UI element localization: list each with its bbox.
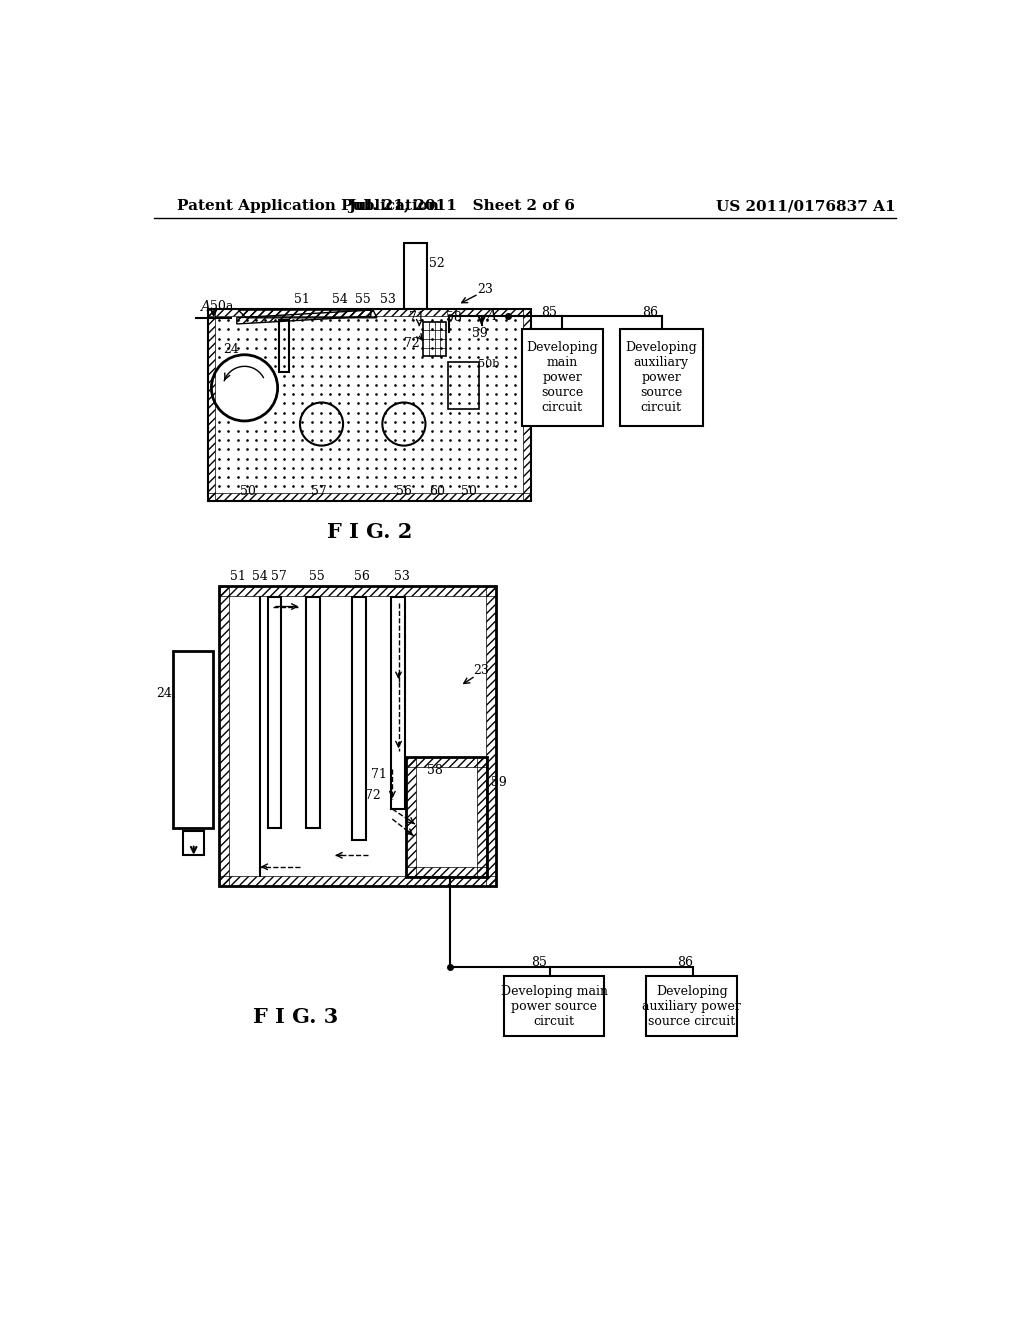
- Text: Developing
main
power
source
circuit: Developing main power source circuit: [526, 341, 598, 414]
- Bar: [521, 330, 602, 425]
- Text: A: A: [486, 309, 496, 323]
- Text: Developing main
power source
circuit: Developing main power source circuit: [501, 985, 607, 1028]
- Bar: [407, 867, 487, 876]
- Text: 24: 24: [223, 343, 239, 356]
- Text: 52: 52: [429, 257, 444, 271]
- Text: F I G. 3: F I G. 3: [254, 1007, 339, 1027]
- Text: 71: 71: [409, 312, 425, 325]
- Bar: [208, 309, 531, 502]
- Bar: [173, 651, 213, 829]
- Bar: [280, 321, 289, 372]
- Text: 58: 58: [427, 764, 442, 777]
- Text: 56: 56: [396, 484, 412, 498]
- Text: 86: 86: [642, 306, 658, 319]
- Text: F I G. 2: F I G. 2: [327, 521, 412, 541]
- Text: 50: 50: [462, 484, 477, 498]
- Text: 53: 53: [393, 570, 410, 583]
- Bar: [403, 243, 427, 309]
- Text: 55: 55: [309, 570, 325, 583]
- Text: Patent Application Publication: Patent Application Publication: [177, 199, 438, 213]
- Text: 51: 51: [294, 293, 309, 306]
- Text: 57: 57: [270, 570, 287, 583]
- Text: 51: 51: [230, 570, 247, 583]
- Text: 23: 23: [477, 282, 493, 296]
- Bar: [208, 309, 531, 317]
- Text: 72: 72: [403, 337, 420, 350]
- Text: 50: 50: [240, 484, 256, 498]
- Bar: [486, 586, 497, 886]
- Text: 58: 58: [446, 312, 462, 325]
- Bar: [219, 586, 497, 886]
- Bar: [620, 330, 702, 425]
- Text: 59: 59: [490, 776, 507, 788]
- Text: 54: 54: [252, 570, 268, 583]
- Bar: [306, 597, 319, 829]
- Bar: [407, 758, 487, 767]
- Bar: [219, 586, 229, 886]
- Bar: [208, 494, 531, 502]
- Text: Jul. 21, 2011   Sheet 2 of 6: Jul. 21, 2011 Sheet 2 of 6: [348, 199, 575, 213]
- Bar: [208, 309, 215, 502]
- Text: 50b: 50b: [478, 359, 500, 370]
- Bar: [504, 977, 604, 1036]
- Text: US 2011/0176837 A1: US 2011/0176837 A1: [716, 199, 895, 213]
- Bar: [267, 597, 282, 829]
- Text: Developing
auxiliary power
source circuit: Developing auxiliary power source circui…: [642, 985, 741, 1028]
- Text: 54: 54: [332, 293, 348, 306]
- Bar: [219, 586, 497, 595]
- Text: 85: 85: [541, 306, 557, 319]
- Text: 60: 60: [429, 484, 445, 498]
- Text: 85: 85: [530, 956, 547, 969]
- Bar: [646, 977, 737, 1036]
- Text: 56: 56: [353, 570, 370, 583]
- Text: 71: 71: [371, 768, 386, 781]
- Text: Developing
auxiliary
power
source
circuit: Developing auxiliary power source circui…: [626, 341, 697, 414]
- Text: 23: 23: [473, 664, 488, 677]
- Bar: [523, 309, 531, 502]
- Bar: [447, 363, 478, 409]
- Bar: [219, 876, 497, 886]
- Bar: [183, 830, 205, 855]
- Text: 57: 57: [311, 484, 327, 498]
- Text: 59: 59: [472, 327, 488, 341]
- Bar: [423, 322, 446, 356]
- Bar: [407, 758, 487, 876]
- Text: 55: 55: [355, 293, 371, 306]
- Bar: [477, 758, 487, 876]
- Text: 53: 53: [380, 293, 395, 306]
- Bar: [407, 758, 416, 876]
- Text: 72: 72: [366, 789, 381, 803]
- Text: 86: 86: [677, 956, 693, 969]
- Text: 24: 24: [157, 686, 172, 700]
- Bar: [391, 597, 404, 809]
- Bar: [352, 597, 367, 840]
- Text: 50a: 50a: [210, 300, 233, 313]
- Text: A: A: [201, 300, 210, 314]
